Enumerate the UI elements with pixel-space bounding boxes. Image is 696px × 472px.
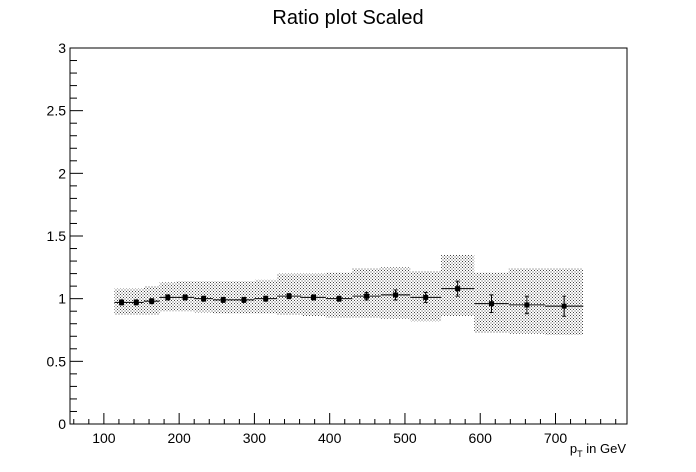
x-tick-label: 200 [167,430,191,446]
x-axis-label-units: in GeV [583,441,627,456]
data-point-13 [393,292,399,298]
y-tick-label: 0 [58,416,66,432]
data-point-7 [241,297,247,303]
data-points [119,286,567,309]
data-point-2 [149,298,155,304]
y-tick-label: 0.5 [47,353,67,369]
plot-frame [69,47,628,425]
y-tick-label: 2.5 [47,103,67,119]
data-point-16 [489,301,495,307]
x-tick-label: 400 [318,430,342,446]
y-tick-label: 3 [58,40,66,56]
x-tick-label: 300 [243,430,267,446]
data-point-1 [133,299,139,305]
y-tick-label: 1 [58,291,66,307]
x-tick-label: 700 [544,430,568,446]
data-point-14 [423,294,429,300]
data-point-11 [336,296,342,302]
x-axis-label-main: p [570,441,577,456]
data-point-10 [310,294,316,300]
data-point-6 [220,297,226,303]
x-axis-ticks: 100 200 300 400 500 600 700 [73,413,617,446]
y-tick-label: 1.5 [47,228,67,244]
x-axis-label-subscript: T [577,449,583,459]
x-tick-label: 500 [393,430,417,446]
data-point-0 [119,299,125,305]
data-point-17 [524,302,530,308]
data-point-8 [263,296,269,302]
band-segment-11 [325,272,353,318]
data-point-18 [561,303,567,309]
data-point-3 [165,294,171,300]
data-point-15 [455,286,461,292]
data-point-5 [201,296,207,302]
y-axis-ticks: 0 0.5 1 1.5 2 2.5 3 [47,40,83,432]
data-point-4 [182,294,188,300]
chart-title: Ratio plot Scaled [272,7,423,29]
data-point-12 [364,293,370,299]
y-tick-label: 2 [58,165,66,181]
data-point-9 [286,293,292,299]
x-tick-label: 600 [469,430,493,446]
x-tick-label: 100 [92,430,116,446]
x-axis-label: pT in GeV [570,441,626,459]
